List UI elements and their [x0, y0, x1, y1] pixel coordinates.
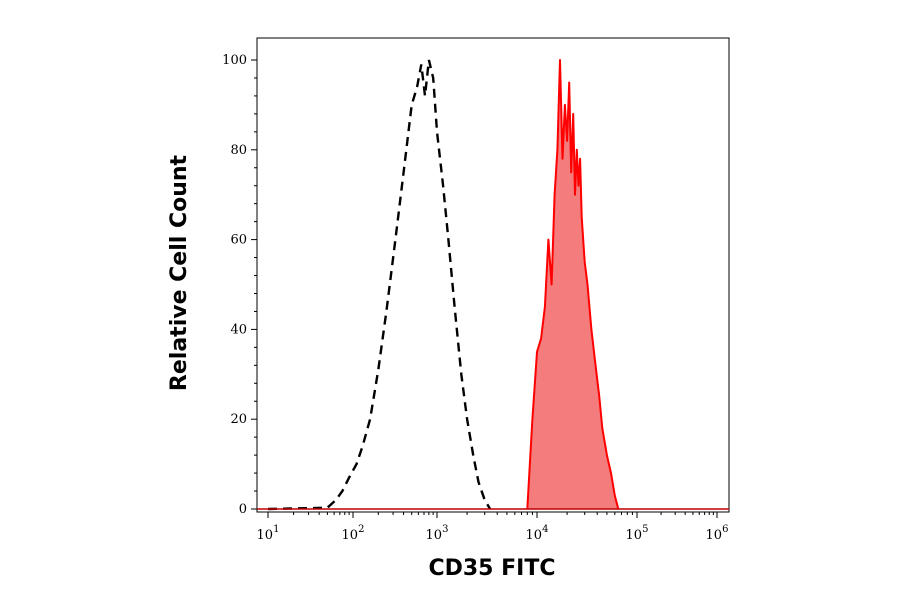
- y-tick-label: 40: [230, 322, 247, 337]
- y-tick-label: 80: [230, 143, 247, 158]
- y-tick-label: 60: [230, 233, 247, 248]
- histogram-fill: [527, 60, 619, 509]
- y-tick-label: 100: [222, 53, 247, 68]
- series-layer: [257, 59, 729, 511]
- y-minor-ticks: [254, 77, 257, 492]
- x-tick-label: 104: [526, 524, 549, 543]
- x-tick-label: 101: [257, 524, 280, 543]
- x-axis-title: CD35 FITC: [428, 556, 555, 581]
- histogram-line-dashed: [267, 59, 492, 511]
- histogram-line-solid: [526, 59, 620, 510]
- y-major-ticks: [251, 59, 257, 510]
- y-tick-labels: 0 20 40 60 80 100: [222, 53, 247, 517]
- x-major-ticks: [267, 512, 718, 518]
- y-tick-label: 20: [230, 412, 247, 427]
- y-axis-title: Relative Cell Count: [167, 154, 192, 391]
- x-tick-label: 106: [706, 524, 729, 543]
- x-tick-labels: 101 102 103 104 105 106: [257, 524, 729, 543]
- x-tick-label: 105: [626, 524, 649, 543]
- x-minor-ticks: [293, 512, 714, 515]
- x-tick-label: 102: [342, 524, 365, 543]
- plot-frame: [256, 37, 730, 513]
- x-tick-label: 103: [426, 524, 449, 543]
- y-tick-label: 0: [239, 502, 247, 517]
